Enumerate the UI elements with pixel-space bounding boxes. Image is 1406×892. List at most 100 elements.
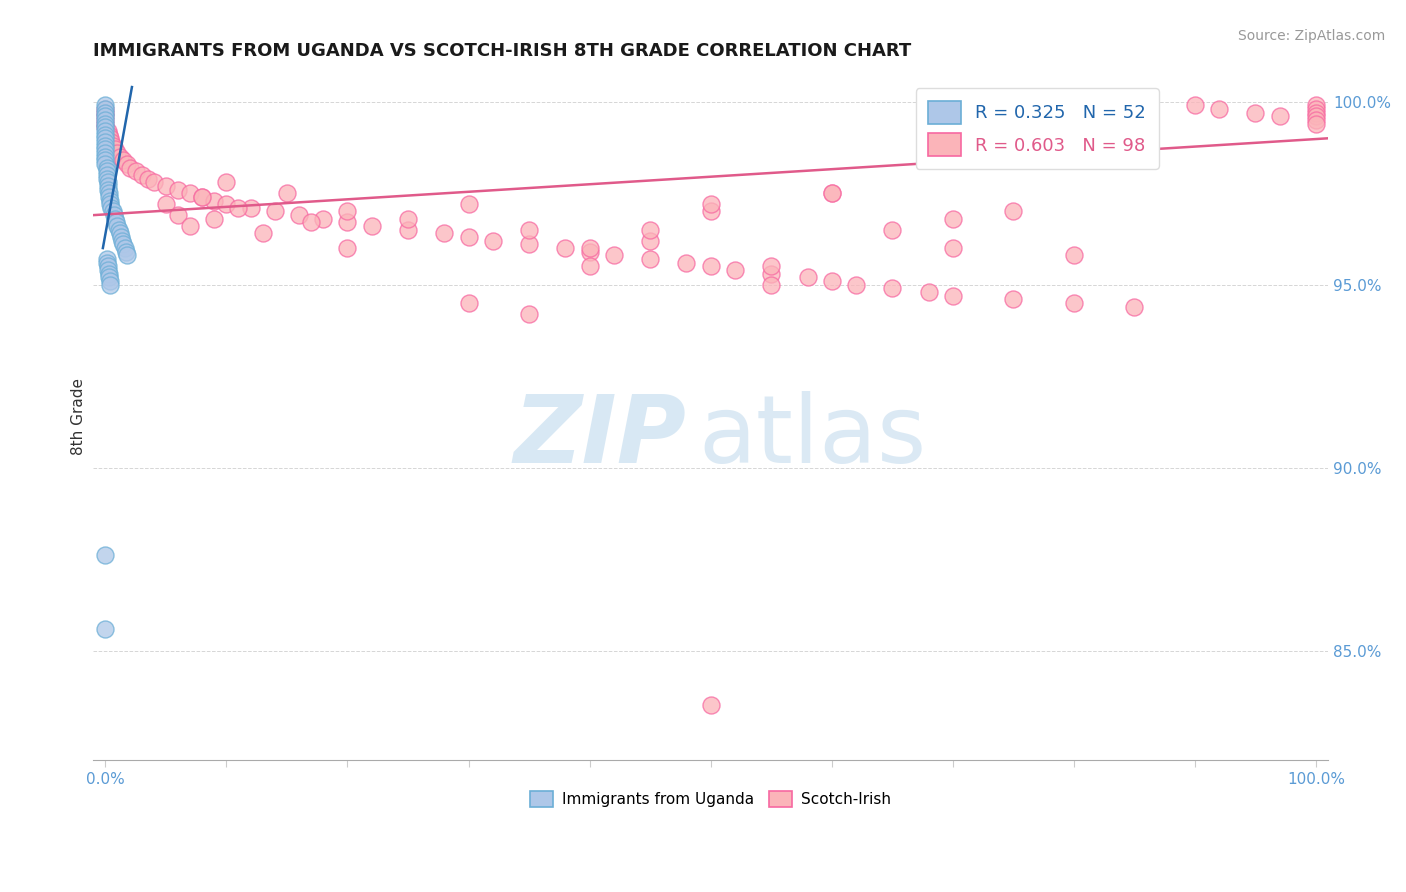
Point	[94, 142, 117, 156]
Point	[1208, 102, 1230, 116]
Point	[699, 197, 721, 211]
Point	[554, 241, 576, 255]
Point	[942, 241, 965, 255]
Point	[94, 145, 117, 160]
Point	[457, 197, 479, 211]
Point	[638, 252, 661, 266]
Point	[94, 117, 117, 131]
Point	[100, 201, 122, 215]
Point	[94, 138, 117, 153]
Point	[97, 124, 120, 138]
Point	[202, 211, 225, 226]
Point	[761, 277, 783, 292]
Point	[821, 186, 844, 201]
Point	[142, 175, 165, 189]
Point	[96, 252, 118, 266]
Point	[821, 186, 844, 201]
Point	[761, 267, 783, 281]
Point	[517, 307, 540, 321]
Point	[96, 164, 118, 178]
Point	[97, 260, 120, 274]
Point	[94, 109, 117, 123]
Point	[578, 241, 600, 255]
Point	[1002, 204, 1025, 219]
Point	[104, 211, 127, 226]
Point	[94, 113, 117, 128]
Point	[131, 168, 153, 182]
Point	[96, 256, 118, 270]
Point	[94, 105, 117, 120]
Point	[94, 128, 117, 142]
Text: ZIP: ZIP	[513, 391, 686, 483]
Point	[457, 230, 479, 244]
Point	[336, 215, 359, 229]
Point	[179, 186, 201, 201]
Point	[94, 150, 117, 164]
Point	[94, 131, 117, 145]
Point	[97, 267, 120, 281]
Point	[299, 215, 322, 229]
Point	[97, 190, 120, 204]
Point	[228, 201, 250, 215]
Point	[517, 237, 540, 252]
Point	[215, 197, 238, 211]
Point	[675, 256, 697, 270]
Point	[1305, 105, 1327, 120]
Point	[638, 234, 661, 248]
Point	[98, 274, 121, 288]
Point	[724, 263, 747, 277]
Point	[638, 223, 661, 237]
Point	[94, 153, 117, 168]
Point	[118, 161, 141, 175]
Point	[1244, 105, 1267, 120]
Point	[336, 241, 359, 255]
Point	[94, 120, 117, 135]
Point	[97, 178, 120, 193]
Point	[97, 128, 120, 142]
Point	[155, 197, 177, 211]
Point	[481, 234, 503, 248]
Point	[433, 227, 456, 241]
Point	[1305, 113, 1327, 128]
Point	[1305, 98, 1327, 112]
Point	[699, 204, 721, 219]
Point	[215, 175, 238, 189]
Point	[96, 168, 118, 182]
Point	[105, 215, 128, 229]
Point	[699, 260, 721, 274]
Point	[336, 204, 359, 219]
Point	[97, 186, 120, 201]
Point	[115, 157, 138, 171]
Point	[917, 285, 939, 299]
Point	[94, 124, 117, 138]
Point	[578, 244, 600, 259]
Point	[1002, 293, 1025, 307]
Point	[1123, 300, 1146, 314]
Point	[94, 120, 117, 135]
Point	[97, 270, 120, 285]
Point	[107, 223, 129, 237]
Point	[396, 211, 419, 226]
Point	[94, 135, 117, 149]
Point	[252, 227, 274, 241]
Point	[97, 182, 120, 196]
Point	[457, 296, 479, 310]
Point	[1063, 248, 1085, 262]
Point	[167, 182, 190, 196]
Point	[882, 223, 904, 237]
Point	[101, 138, 124, 153]
Point	[94, 102, 117, 116]
Legend: Immigrants from Uganda, Scotch-Irish: Immigrants from Uganda, Scotch-Irish	[522, 783, 898, 814]
Point	[103, 208, 125, 222]
Point	[105, 219, 128, 233]
Point	[94, 157, 117, 171]
Point	[115, 244, 138, 259]
Point	[94, 98, 117, 112]
Point	[98, 277, 121, 292]
Point	[114, 241, 136, 255]
Point	[699, 698, 721, 713]
Point	[94, 105, 117, 120]
Point	[603, 248, 626, 262]
Point	[136, 171, 159, 186]
Point	[108, 227, 131, 241]
